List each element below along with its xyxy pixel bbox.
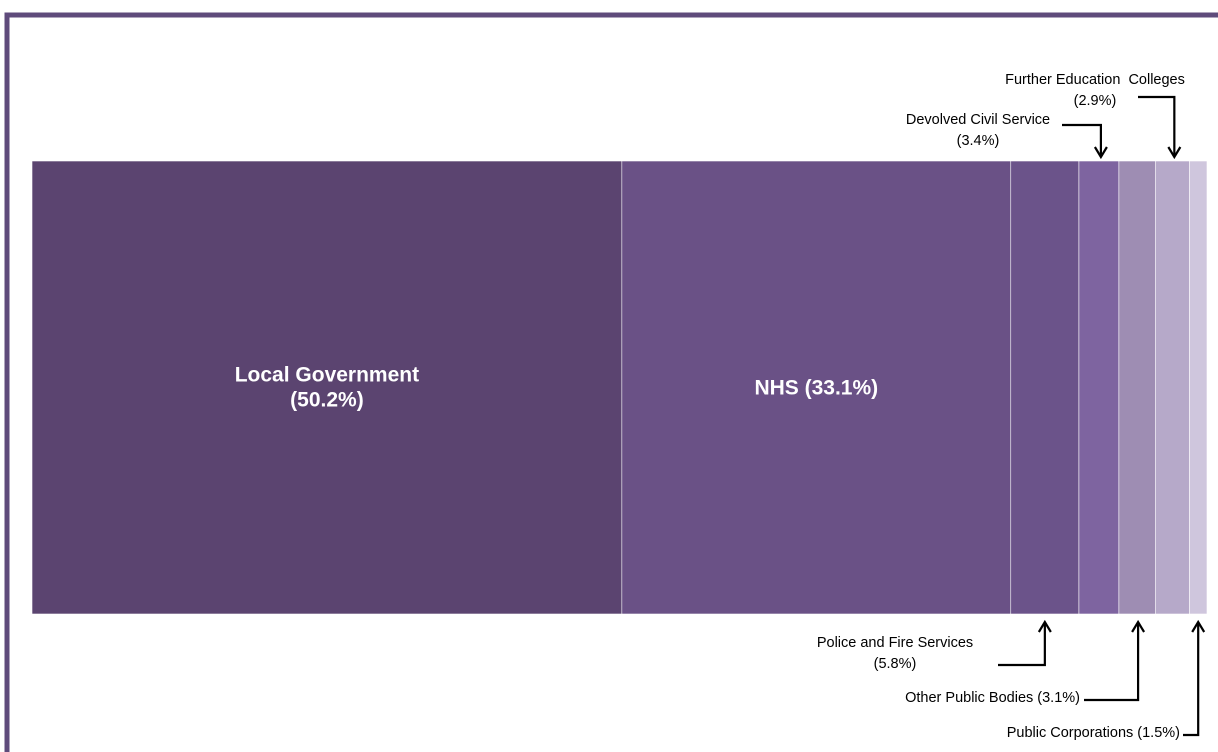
leader-further-education-colleges	[1138, 95, 1176, 157]
arrow-public-corporations	[1191, 619, 1206, 633]
data-label-nhs: NHS (33.1%)	[754, 377, 878, 400]
leader-other-public-bodies	[1084, 622, 1140, 702]
annotation-other-public-bodies: Other Public Bodies (3.1%)	[905, 690, 1080, 706]
chart-border	[4, 12, 1218, 752]
bar-segment-nhs	[621, 160, 1012, 615]
bar-segment-public-corporations	[1189, 160, 1208, 615]
bar-segment-devolved-civil-service	[1078, 160, 1120, 615]
leader-public-corporations	[1183, 622, 1200, 737]
annotation-police-and-fire-services: Police and Fire Services (5.8%)	[817, 635, 973, 672]
arrow-devolved-civil-service	[1093, 146, 1108, 160]
leader-police-and-fire-services	[998, 622, 1046, 667]
data-label-local-government: Local Government (50.2%)	[235, 364, 419, 412]
annotation-public-corporations: Public Corporations (1.5%)	[1007, 725, 1180, 741]
annotation-devolved-civil-service: Devolved Civil Service (3.4%)	[906, 112, 1050, 149]
arrow-further-education-colleges	[1167, 146, 1182, 160]
bar-segment-further-education-colleges	[1155, 160, 1190, 615]
arrow-police-and-fire-services	[1037, 619, 1052, 633]
bar-segment-local-government	[31, 160, 623, 615]
bar-segment-police-and-fire-services	[1010, 160, 1080, 615]
leader-devolved-civil-service	[1062, 123, 1102, 157]
annotation-further-education-colleges: Further Education Colleges (2.9%)	[1005, 72, 1185, 109]
arrow-other-public-bodies	[1131, 619, 1146, 633]
bar-segment-other-public-bodies	[1118, 160, 1156, 615]
